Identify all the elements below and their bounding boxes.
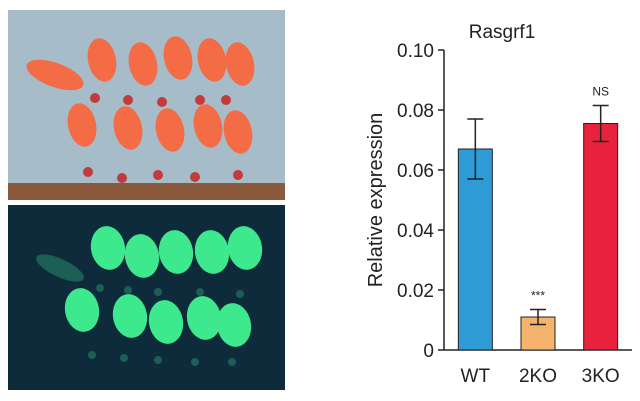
fluorescent-embryo-icon xyxy=(64,288,100,332)
placenta-icon xyxy=(88,351,96,359)
significance-label: *** xyxy=(531,289,545,303)
placenta-icon xyxy=(117,173,127,183)
embryo-icon xyxy=(87,38,117,82)
fluorescent-embryo-icon xyxy=(90,226,126,270)
significance-label: NS xyxy=(592,85,609,99)
chart-bars: WT *** 2KO NS 3KO xyxy=(457,85,620,387)
fluorescent-embryo-icon xyxy=(227,226,263,270)
fluorescent-embryo-icon xyxy=(148,300,184,344)
fluorescent-embryo-icon xyxy=(186,296,222,340)
placenta-icon xyxy=(83,167,93,177)
placenta-icon xyxy=(221,95,231,105)
placenta-icon xyxy=(154,356,162,364)
embryo-icon xyxy=(155,108,185,152)
x-tick-label: WT xyxy=(461,366,491,387)
fluorescent-embryo-icon xyxy=(194,230,230,274)
embryo-icon xyxy=(193,104,223,148)
embryo-icon xyxy=(223,110,253,154)
placenta-icon xyxy=(90,93,100,103)
x-tick-label: 2KO xyxy=(519,366,557,387)
embryo-icon xyxy=(26,59,84,91)
rasgrf1-bar-chart: Rasgrf1 Relative expression 0 0.02 0.04 0.0… xyxy=(365,22,632,387)
fluorescence-photo-panel xyxy=(8,205,285,390)
embryo-icon xyxy=(197,38,227,82)
y-tick-label: 0.04 xyxy=(397,221,434,242)
placenta-icon xyxy=(195,95,205,105)
y-tick-label: 0.06 xyxy=(397,161,434,182)
placenta-icon xyxy=(123,95,133,105)
faint-embryo-icon xyxy=(36,254,84,282)
y-tick-label: 0 xyxy=(423,341,434,362)
bar-wt xyxy=(457,148,493,351)
fluorescent-embryo-icon xyxy=(158,230,194,274)
placenta-icon xyxy=(196,288,204,296)
placenta-icon xyxy=(236,290,244,298)
chart-axes: 0 0.02 0.04 0.06 0.08 0.10 xyxy=(397,41,632,362)
embryo-icon xyxy=(163,36,193,80)
y-tick-label: 0.10 xyxy=(397,41,434,62)
embryo-photo-figure xyxy=(8,10,285,390)
placenta-icon xyxy=(96,284,104,292)
bar-3ko xyxy=(583,123,619,351)
embryo-icon xyxy=(113,106,143,150)
y-tick-label: 0.08 xyxy=(397,101,434,122)
placenta-icon xyxy=(154,288,162,296)
embryo-icon xyxy=(67,103,97,147)
fluorescent-embryo-icon xyxy=(216,303,252,347)
placenta-icon xyxy=(190,172,200,182)
placenta-icon xyxy=(233,170,243,180)
y-tick-label: 0.02 xyxy=(397,281,434,302)
placenta-icon xyxy=(153,170,163,180)
placenta-icon xyxy=(124,286,132,294)
fluorescent-embryo-icon xyxy=(124,234,160,278)
white-light-photo-panel xyxy=(8,10,285,200)
placenta-icon xyxy=(228,358,236,366)
y-axis-label: Relative expression xyxy=(365,113,387,288)
placenta-icon xyxy=(157,97,167,107)
embryo-icon xyxy=(225,42,255,86)
fluorescent-embryo-icon xyxy=(112,294,148,338)
placenta-icon xyxy=(191,358,199,366)
x-tick-label: 3KO xyxy=(582,366,620,387)
chart-title: Rasgrf1 xyxy=(469,22,536,43)
placenta-icon xyxy=(120,354,128,362)
embryo-icon xyxy=(128,42,158,86)
